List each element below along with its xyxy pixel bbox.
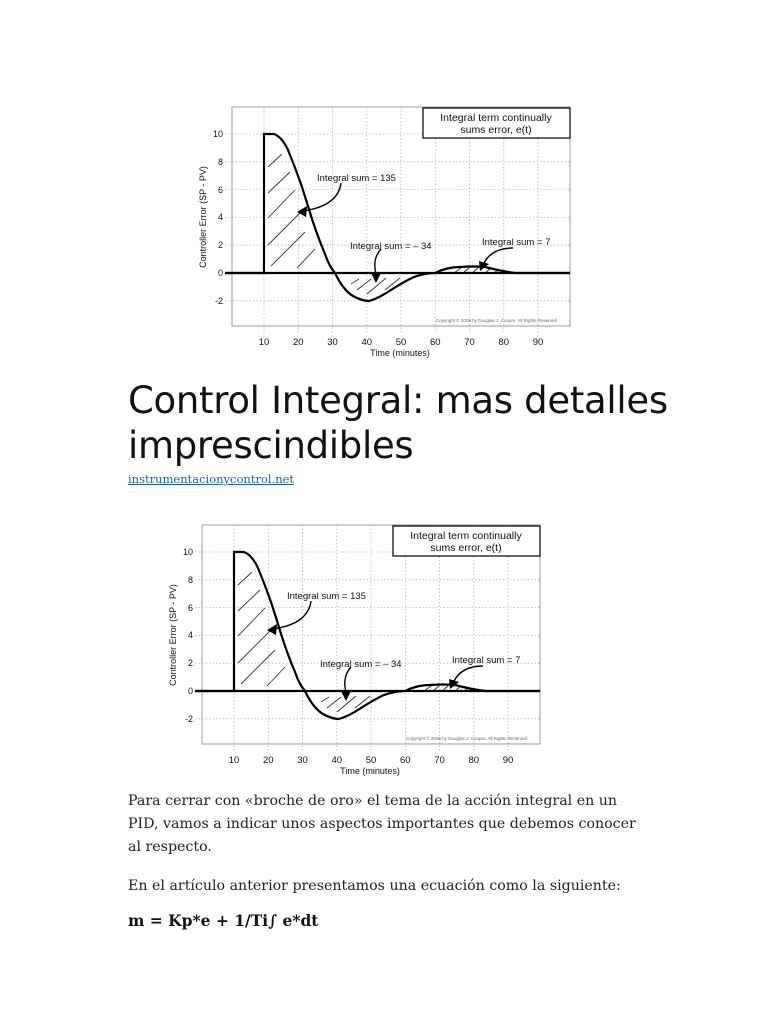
svg-text:90: 90 bbox=[503, 755, 514, 766]
svg-text:0: 0 bbox=[188, 686, 193, 696]
vertical-gridlines bbox=[233, 525, 509, 752]
svg-text:20: 20 bbox=[263, 755, 274, 766]
svg-text:4: 4 bbox=[188, 630, 193, 640]
arrowhead-sum3 bbox=[449, 679, 459, 689]
integral-chart-figure-2: Integral sum = 135 Integral sum = – 34 I… bbox=[165, 518, 545, 780]
svg-text:30: 30 bbox=[327, 337, 338, 348]
svg-text:8: 8 bbox=[218, 157, 223, 167]
svg-text:40: 40 bbox=[362, 337, 373, 348]
arrow-sum3 bbox=[483, 247, 514, 264]
caption-line-2: sums error, e(t) bbox=[430, 542, 501, 554]
svg-text:20: 20 bbox=[293, 337, 304, 348]
copyright-note: Copyright © 2008 by Douglas J. Cooper. A… bbox=[406, 735, 528, 741]
svg-text:10: 10 bbox=[259, 337, 270, 348]
area-hatching bbox=[237, 571, 470, 713]
svg-text:50: 50 bbox=[396, 337, 407, 348]
arrowhead-sum2 bbox=[341, 691, 351, 701]
x-tick-labels: 10 20 30 40 50 60 70 80 90 bbox=[229, 755, 514, 766]
y-tick-labels: 10 8 6 4 2 0 -2 bbox=[183, 547, 193, 724]
annotation-sum-135: Integral sum = 135 bbox=[317, 173, 396, 184]
svg-text:10: 10 bbox=[229, 755, 240, 766]
paragraph-intro: Para cerrar con «broche de oro» el tema … bbox=[128, 793, 636, 855]
svg-text:10: 10 bbox=[213, 129, 223, 139]
arrow-sum2 bbox=[374, 248, 382, 275]
paragraph-equation-lead: En el artículo anterior presentamos una … bbox=[128, 878, 621, 894]
error-curve bbox=[195, 550, 540, 721]
annotation-sum-minus-34: Integral sum = – 34 bbox=[320, 659, 402, 670]
annotation-sum-135: Integral sum = 135 bbox=[287, 591, 366, 602]
annotation-sum-7: Integral sum = 7 bbox=[452, 655, 520, 666]
integral-chart-1: Integral sum = 135 Integral sum = – 34 I… bbox=[198, 106, 571, 358]
x-axis-label: Time (minutes) bbox=[340, 766, 400, 776]
arrowhead-sum1 bbox=[297, 206, 307, 217]
y-tick-labels: 10 8 6 4 2 0 -2 bbox=[213, 129, 223, 306]
svg-text:80: 80 bbox=[469, 755, 480, 766]
svg-text:8: 8 bbox=[188, 575, 193, 585]
svg-text:30: 30 bbox=[297, 755, 308, 766]
svg-text:6: 6 bbox=[188, 603, 193, 613]
arrow-sum2 bbox=[344, 666, 352, 693]
y-axis-label: Controller Error (SP - PV) bbox=[198, 166, 208, 268]
annotation-sum-minus-34: Integral sum = – 34 bbox=[350, 241, 432, 252]
svg-text:2: 2 bbox=[188, 658, 193, 668]
vertical-gridlines bbox=[263, 107, 539, 334]
arrow-sum1 bbox=[302, 182, 342, 212]
y-axis-label: Controller Error (SP - PV) bbox=[168, 584, 178, 686]
svg-text:0: 0 bbox=[218, 268, 223, 278]
x-tick-labels: 10 20 30 40 50 60 70 80 90 bbox=[259, 337, 544, 348]
arrow-sum1 bbox=[272, 600, 312, 630]
svg-text:60: 60 bbox=[400, 755, 411, 766]
svg-text:70: 70 bbox=[434, 755, 445, 766]
svg-text:90: 90 bbox=[533, 337, 544, 348]
svg-text:6: 6 bbox=[218, 185, 223, 195]
caption-line-1: Integral term continually bbox=[410, 530, 522, 542]
arrowhead-sum2 bbox=[371, 273, 381, 283]
svg-text:60: 60 bbox=[430, 337, 441, 348]
integral-chart-2: Integral sum = 135 Integral sum = – 34 I… bbox=[168, 524, 541, 776]
svg-text:10: 10 bbox=[183, 547, 193, 557]
caption-box bbox=[422, 107, 571, 139]
caption-line-2: sums error, e(t) bbox=[460, 124, 531, 136]
svg-text:50: 50 bbox=[366, 755, 377, 766]
x-axis-label: Time (minutes) bbox=[370, 348, 430, 358]
article-title: Control Integral: mas detalles imprescin… bbox=[128, 379, 668, 467]
svg-text:70: 70 bbox=[464, 337, 475, 348]
svg-text:80: 80 bbox=[499, 337, 510, 348]
svg-text:-2: -2 bbox=[185, 714, 193, 724]
svg-text:-2: -2 bbox=[215, 296, 223, 306]
arrowhead-sum1 bbox=[267, 624, 277, 635]
annotation-sum-7: Integral sum = 7 bbox=[482, 237, 550, 248]
horizontal-gridlines bbox=[225, 133, 570, 302]
svg-text:2: 2 bbox=[218, 240, 223, 250]
caption-line-1: Integral term continually bbox=[440, 112, 552, 124]
arrowhead-sum3 bbox=[479, 261, 489, 271]
source-link[interactable]: instrumentacionycontrol.net bbox=[128, 472, 295, 486]
copyright-note: Copyright © 2008 by Douglas J. Cooper. A… bbox=[436, 317, 558, 323]
caption-box bbox=[392, 525, 541, 557]
integral-chart-figure-1: Integral sum = 135 Integral sum = – 34 I… bbox=[195, 100, 575, 362]
arrow-sum3 bbox=[453, 665, 484, 682]
svg-text:4: 4 bbox=[218, 212, 223, 222]
svg-text:40: 40 bbox=[332, 755, 343, 766]
error-curve bbox=[225, 132, 570, 303]
pi-equation: m = Kp*e + 1/Ti∫ e*dt bbox=[128, 911, 319, 930]
